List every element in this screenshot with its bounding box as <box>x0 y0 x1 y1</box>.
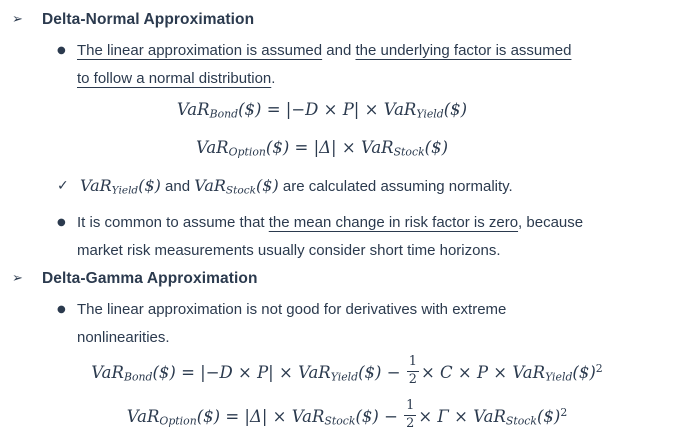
formula-token: Option <box>228 145 266 159</box>
formula-token: Yield <box>330 370 359 384</box>
formula-token: ($) = |Δ| × <box>265 137 361 157</box>
formula-token: VaR <box>194 176 226 196</box>
fraction-denominator: 2 <box>406 415 415 431</box>
formula-token: Yield <box>416 107 444 121</box>
formula-token: ($) <box>256 176 279 196</box>
formula-token: Bond <box>209 107 239 121</box>
text-segment: the mean change in risk factor is zero <box>268 214 519 232</box>
text-segment: nonlinearities. <box>77 329 170 347</box>
formula-token: ($) = |−D × P| × <box>152 363 299 383</box>
formula-var-bond-linear: VaRBond($) = |−D × P| × VaRYield($) <box>0 93 644 131</box>
formula-token: ($) = |−D × P| × <box>238 100 384 119</box>
formula-token: ($) <box>138 176 161 196</box>
fraction-denominator: 2 <box>408 372 417 388</box>
heading-delta-gamma-label: Delta-Gamma Approximation <box>42 270 258 288</box>
formula-token: VaR <box>91 363 124 383</box>
text-segment: The linear approximation is not good for… <box>77 301 507 319</box>
formula-token: VaR <box>473 406 506 426</box>
text-segment: the underlying factor is assumed <box>355 42 572 59</box>
bullet-linear-approx-assumed: ● The linear approximation is assumed an… <box>0 37 678 93</box>
formula-token: VaR <box>291 406 325 426</box>
formula-token: ($) <box>572 363 596 383</box>
formula-token: Bond <box>123 370 153 384</box>
formula-var-option-linear: VaROption($) = |Δ| × VaRStock($) <box>0 131 644 169</box>
formula-var-option-gamma: VaROption($) = |Δ| × VaRStock($) − 1 2 × Γ… <box>16 394 678 439</box>
dot-bullet-icon: ● <box>57 304 66 316</box>
dot-bullet-icon: ● <box>57 217 66 229</box>
formula-token: Yield <box>545 370 573 384</box>
text-segment: The linear approximation is assumed <box>77 42 323 59</box>
bullet-linear-not-good: ● The linear approximation is not good f… <box>0 296 678 352</box>
bullet-linear-not-good-text: The linear approximation is not good for… <box>77 296 506 352</box>
formula-token: Yield <box>111 185 139 198</box>
formula-token: 2 <box>595 362 603 376</box>
formula-token: VaR <box>176 100 210 119</box>
formula-token: Stock <box>393 145 425 159</box>
arrow-bullet-icon: ➢ <box>12 12 23 27</box>
formula-token: are calculated assuming normality. <box>278 178 513 196</box>
formula-token: × C × P × <box>420 363 513 383</box>
text-segment: . <box>271 70 276 87</box>
formula-token: × Γ × <box>418 406 474 426</box>
dot-bullet-icon: ● <box>57 45 66 56</box>
text-segment: to follow a normal distribution <box>77 70 272 87</box>
check-line-normality-text: VaRYield($) and VaRStock($) are calculat… <box>80 172 513 205</box>
text-segment: and <box>322 42 356 59</box>
formula-token: VaR <box>360 137 394 157</box>
formula-token: Stock <box>505 414 537 428</box>
slide-page: ➢ Delta-Normal Approximation ● The linea… <box>0 9 678 431</box>
formula-token: Stock <box>324 414 356 428</box>
formula-token: VaR <box>80 176 112 196</box>
arrow-bullet-icon: ➢ <box>12 271 23 287</box>
bullet-mean-change-zero-text: It is common to assume that the mean cha… <box>77 209 583 265</box>
formula-token: Stock <box>225 185 257 198</box>
text-segment: , because <box>518 214 584 232</box>
formula-token: VaR <box>298 363 331 383</box>
check-line-normality: ✓ VaRYield($) and VaRStock($) are calcul… <box>0 172 678 205</box>
formula-token: ($) <box>443 100 468 119</box>
formula-token: VaR <box>195 137 229 157</box>
formula-token: VaR <box>512 363 546 383</box>
formula-token: ($) − <box>358 363 406 383</box>
heading-delta-gamma: ➢ Delta-Gamma Approximation <box>0 268 678 290</box>
bullet-linear-approx-assumed-text: The linear approximation is assumed and … <box>77 37 571 93</box>
fraction-numerator: 1 <box>406 355 419 373</box>
bullet-mean-change-zero: ● It is common to assume that the mean c… <box>0 209 678 265</box>
formula-token: ($) <box>424 137 449 157</box>
formula-token: Option <box>159 414 197 428</box>
heading-delta-normal: ➢ Delta-Normal Approximation <box>0 9 678 31</box>
formula-token: ($) − <box>355 406 404 426</box>
fraction-numerator: 1 <box>404 398 417 416</box>
text-segment: market risk measurements usually conside… <box>77 242 501 260</box>
text-segment: It is common to assume that <box>77 214 269 232</box>
formula-token: VaR <box>126 406 160 426</box>
formula-token: ($) <box>536 406 561 426</box>
formula-token: ($) = |Δ| × <box>196 406 292 426</box>
formula-token: 2 <box>560 405 568 419</box>
heading-delta-normal-label: Delta-Normal Approximation <box>42 11 255 28</box>
check-icon: ✓ <box>57 178 69 195</box>
formula-token: and <box>160 178 195 196</box>
formula-token: VaR <box>383 100 417 119</box>
